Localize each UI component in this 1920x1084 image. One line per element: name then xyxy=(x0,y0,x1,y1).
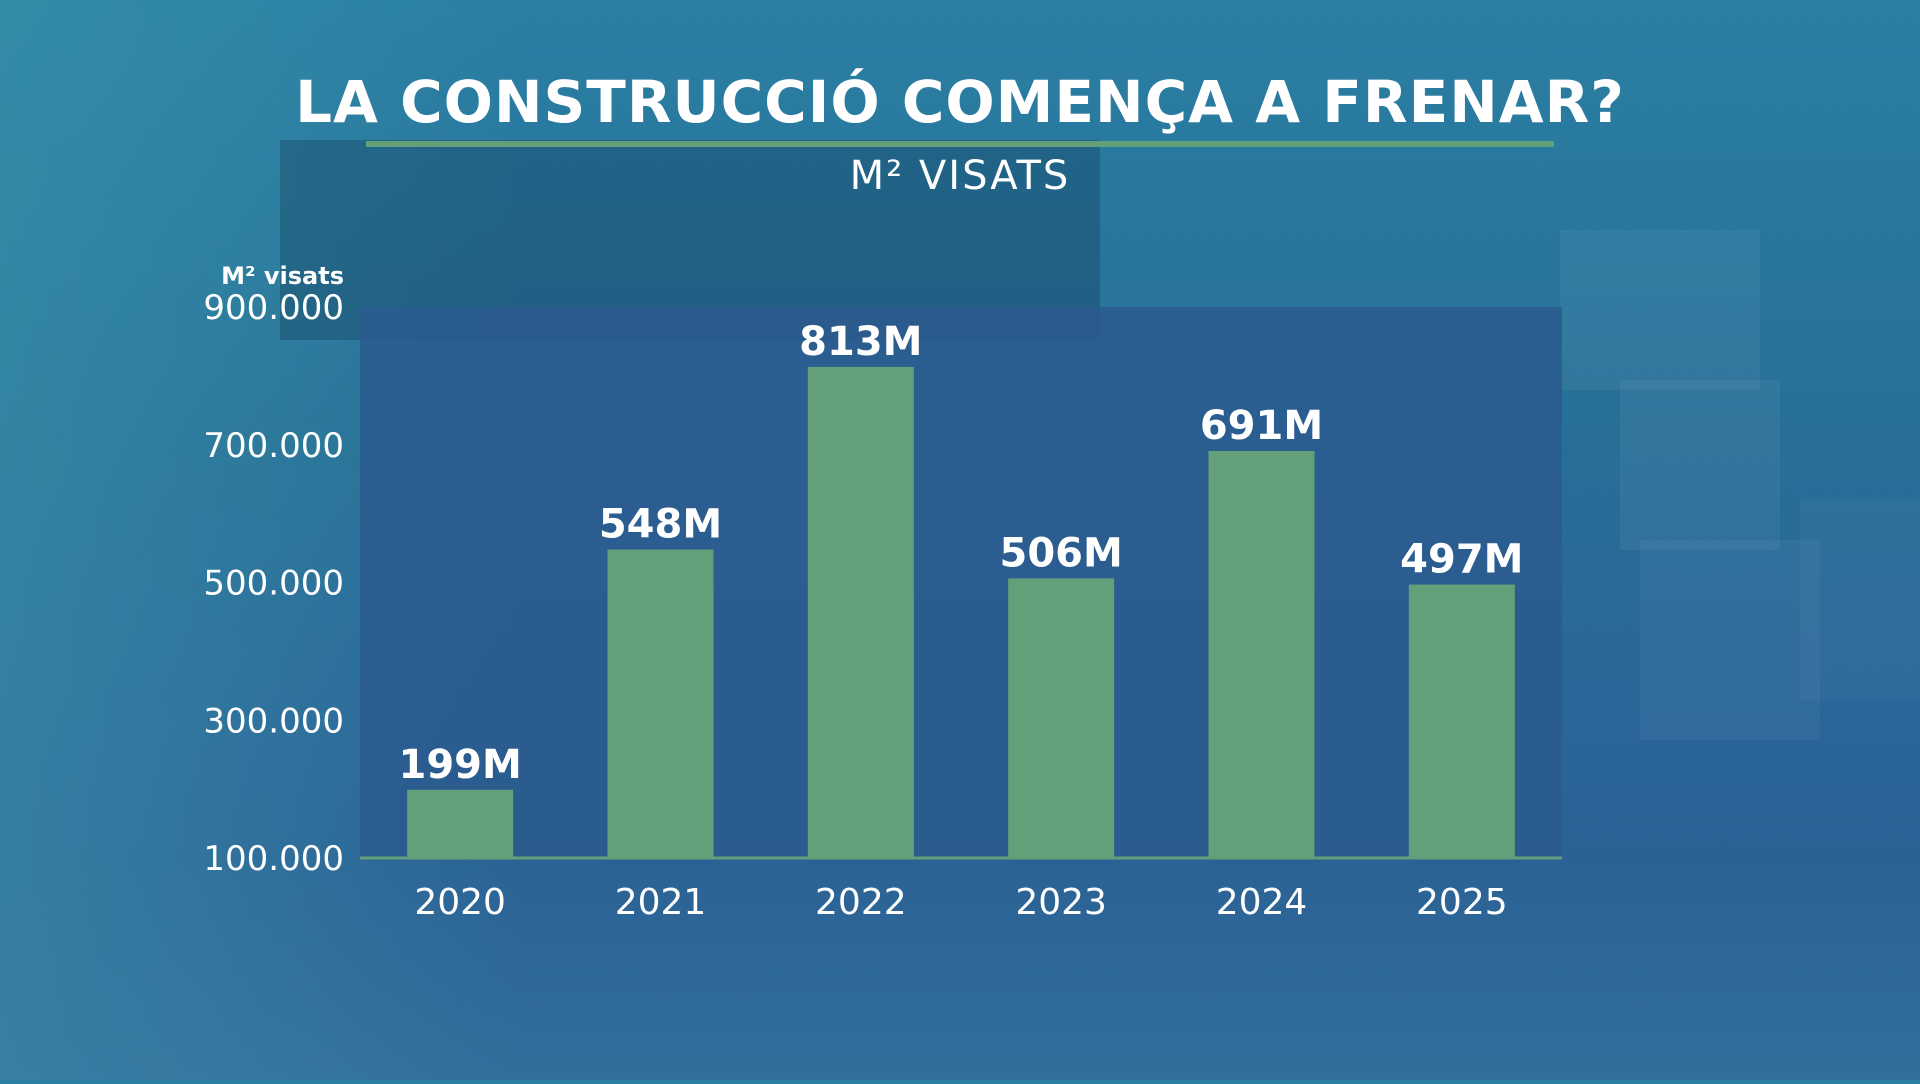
x-tick-label-2024: 2024 xyxy=(1216,882,1308,923)
bar-2024 xyxy=(1208,450,1315,858)
page-subtitle: M² VISATS xyxy=(849,153,1071,199)
data-label-2021: 548M xyxy=(599,501,722,547)
x-tick-label-2020: 2020 xyxy=(414,882,506,923)
x-tick-label-2025: 2025 xyxy=(1416,882,1508,923)
bar-2022 xyxy=(807,366,914,858)
data-label-2024: 691M xyxy=(1200,403,1323,449)
x-tick-label-2021: 2021 xyxy=(615,882,707,923)
bar-2021 xyxy=(607,549,714,858)
y-tick-label: 500.000 xyxy=(203,564,344,604)
data-label-2022: 813M xyxy=(799,319,922,365)
data-label-2020: 199M xyxy=(399,742,522,788)
title-underline xyxy=(366,141,1554,147)
bar-2023 xyxy=(1008,578,1115,858)
bar-2020 xyxy=(407,789,514,858)
y-tick-label: 700.000 xyxy=(203,426,344,466)
y-axis-label: M² visats xyxy=(221,262,344,290)
plot-area xyxy=(360,307,1562,858)
x-tick-label-2023: 2023 xyxy=(1015,882,1107,923)
y-tick-label: 100.000 xyxy=(203,839,344,879)
x-tick-label-2022: 2022 xyxy=(815,882,907,923)
data-label-2025: 497M xyxy=(1400,537,1523,583)
y-tick-label: 300.000 xyxy=(203,701,344,741)
data-label-2023: 506M xyxy=(1000,530,1123,576)
page-title: LA CONSTRUCCIÓ COMENÇA A FRENAR? xyxy=(295,68,1625,136)
y-tick-label: 900.000 xyxy=(203,288,344,328)
bar-2025 xyxy=(1408,584,1515,858)
